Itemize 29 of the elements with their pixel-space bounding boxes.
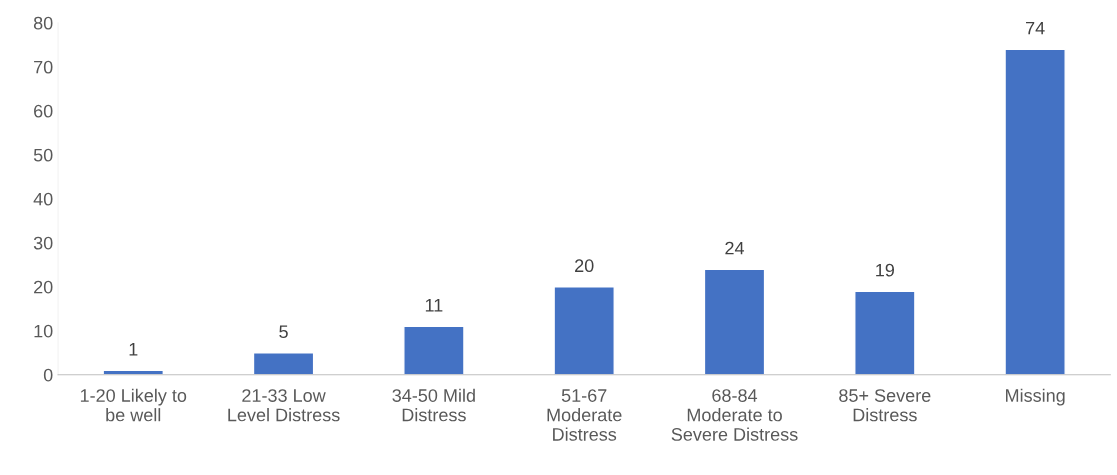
y-tick-label: 40 [33,192,53,206]
bar [252,352,315,375]
y-tick-label: 70 [34,60,53,74]
x-tick-label: 85+ Severe Distress [839,389,931,422]
data-label: 5 [279,325,288,339]
bar [1004,48,1066,375]
y-tick-label: 80 [33,16,53,30]
bar [854,290,916,375]
x-tick-label: 51-67 Moderate Distress [547,389,622,441]
x-tick-label: Missing [1006,388,1065,406]
y-tick-label: 20 [34,280,53,294]
x-tick-label: 21-33 Low Level Distress [228,389,340,422]
data-label: 19 [876,263,895,277]
data-label: 1 [129,343,138,356]
data-label: 24 [725,241,745,255]
y-tick-label: 10 [34,324,53,338]
y-tick-label: 0 [43,368,53,382]
x-tick-label: 68-84 Moderate to Severe Distress [671,389,798,441]
y-tick-label: 60 [34,104,53,118]
bar [703,268,766,375]
y-tick-label: 30 [33,236,53,250]
bar [553,286,615,375]
x-tick-label: 34-50 Mild Distress [392,388,475,422]
data-label: 20 [575,259,594,273]
data-label: 74 [1026,21,1045,35]
bar [403,325,465,375]
data-label: 11 [425,299,443,312]
x-tick-label: 1-20 Likely to be well [80,388,187,422]
y-tick-label: 50 [33,148,53,162]
